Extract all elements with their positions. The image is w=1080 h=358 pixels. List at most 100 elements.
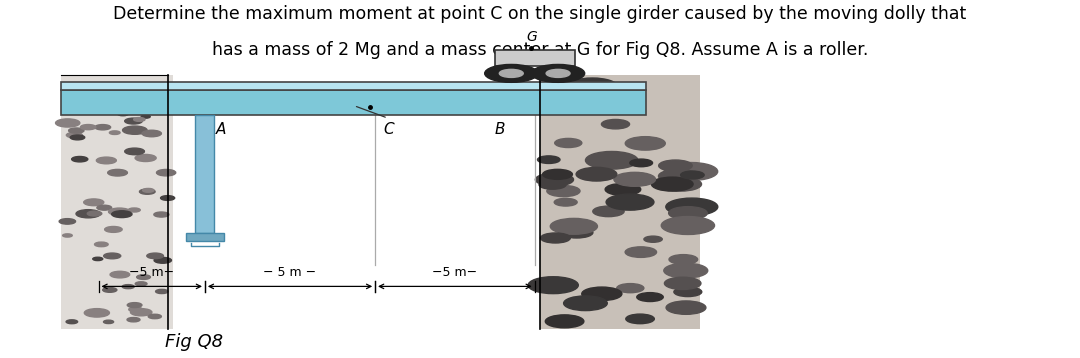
Circle shape [111, 211, 132, 218]
Circle shape [659, 169, 699, 183]
Circle shape [141, 115, 150, 118]
Circle shape [137, 275, 150, 279]
Text: Determine the maximum moment at point C on the single girder caused by the movin: Determine the maximum moment at point C … [113, 5, 967, 23]
Circle shape [540, 233, 570, 243]
Circle shape [139, 189, 156, 194]
Circle shape [161, 195, 175, 200]
Circle shape [538, 156, 561, 164]
Circle shape [135, 282, 147, 286]
Text: G: G [526, 30, 537, 44]
Circle shape [561, 227, 593, 238]
Circle shape [666, 301, 706, 314]
Circle shape [66, 320, 78, 324]
Circle shape [593, 206, 624, 217]
Circle shape [546, 185, 580, 197]
Circle shape [576, 167, 617, 181]
Text: B: B [495, 122, 504, 137]
Circle shape [680, 171, 704, 179]
Circle shape [536, 173, 573, 186]
Circle shape [108, 169, 127, 176]
Circle shape [71, 156, 87, 162]
Circle shape [602, 120, 630, 129]
Circle shape [551, 218, 597, 234]
Circle shape [96, 157, 117, 164]
Circle shape [666, 198, 718, 216]
Text: −5 m−: −5 m− [130, 266, 174, 279]
Circle shape [499, 69, 523, 77]
Circle shape [80, 125, 96, 130]
Circle shape [664, 263, 707, 278]
Circle shape [133, 92, 151, 98]
Text: −5 m−: −5 m− [432, 266, 477, 279]
Circle shape [630, 159, 652, 167]
Circle shape [622, 173, 651, 183]
Circle shape [625, 314, 654, 324]
Text: has a mass of 2 Mg and a mass center at G for Fig Q8. Assume A is a roller.: has a mass of 2 Mg and a mass center at … [212, 41, 868, 59]
Circle shape [617, 284, 644, 293]
Circle shape [651, 177, 693, 191]
Circle shape [528, 277, 578, 294]
Circle shape [140, 86, 153, 91]
Circle shape [531, 64, 584, 82]
Circle shape [94, 88, 119, 97]
Circle shape [539, 180, 566, 189]
Circle shape [669, 207, 707, 219]
Circle shape [661, 217, 715, 234]
Circle shape [659, 160, 692, 171]
Circle shape [59, 219, 76, 224]
Circle shape [660, 177, 702, 191]
Circle shape [84, 309, 109, 317]
Bar [62, 90, 646, 115]
Bar [195, 115, 215, 233]
Circle shape [129, 307, 143, 312]
Circle shape [95, 242, 108, 247]
Circle shape [485, 64, 538, 82]
Bar [186, 233, 224, 241]
Circle shape [105, 227, 122, 232]
Circle shape [567, 78, 618, 95]
Text: C: C [383, 122, 394, 137]
Circle shape [122, 285, 134, 289]
Circle shape [153, 212, 168, 217]
Circle shape [554, 198, 577, 206]
Circle shape [104, 320, 113, 324]
Circle shape [87, 98, 104, 104]
Circle shape [674, 287, 702, 296]
Circle shape [93, 257, 103, 261]
Circle shape [118, 112, 129, 116]
Circle shape [664, 277, 701, 290]
Circle shape [55, 119, 80, 127]
Circle shape [542, 169, 572, 179]
Circle shape [644, 236, 662, 242]
Circle shape [606, 194, 653, 210]
Text: 0.5 m: 0.5 m [534, 92, 563, 102]
Circle shape [97, 205, 111, 210]
Circle shape [63, 234, 72, 237]
Circle shape [84, 199, 104, 206]
Circle shape [131, 309, 152, 316]
Circle shape [127, 318, 140, 322]
Bar [62, 82, 646, 90]
Circle shape [564, 296, 607, 311]
Circle shape [127, 303, 141, 308]
Circle shape [546, 69, 570, 77]
Circle shape [124, 118, 143, 124]
Circle shape [545, 315, 584, 328]
Circle shape [121, 92, 134, 96]
Bar [540, 75, 700, 329]
Text: A: A [216, 122, 226, 137]
Circle shape [134, 117, 145, 121]
Circle shape [585, 151, 638, 169]
Circle shape [567, 91, 618, 108]
Circle shape [135, 154, 157, 161]
Circle shape [76, 210, 100, 218]
Circle shape [625, 137, 665, 150]
Circle shape [148, 314, 161, 319]
Text: 1.5 m: 1.5 m [586, 92, 617, 102]
Circle shape [66, 132, 82, 138]
Circle shape [157, 169, 176, 176]
Circle shape [154, 257, 172, 263]
Circle shape [87, 211, 102, 216]
Circle shape [625, 247, 657, 257]
Circle shape [637, 292, 663, 301]
